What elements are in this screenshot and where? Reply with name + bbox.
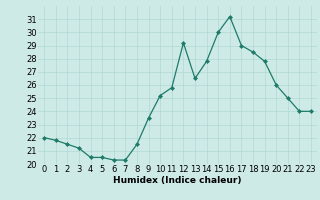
X-axis label: Humidex (Indice chaleur): Humidex (Indice chaleur) (113, 176, 242, 185)
